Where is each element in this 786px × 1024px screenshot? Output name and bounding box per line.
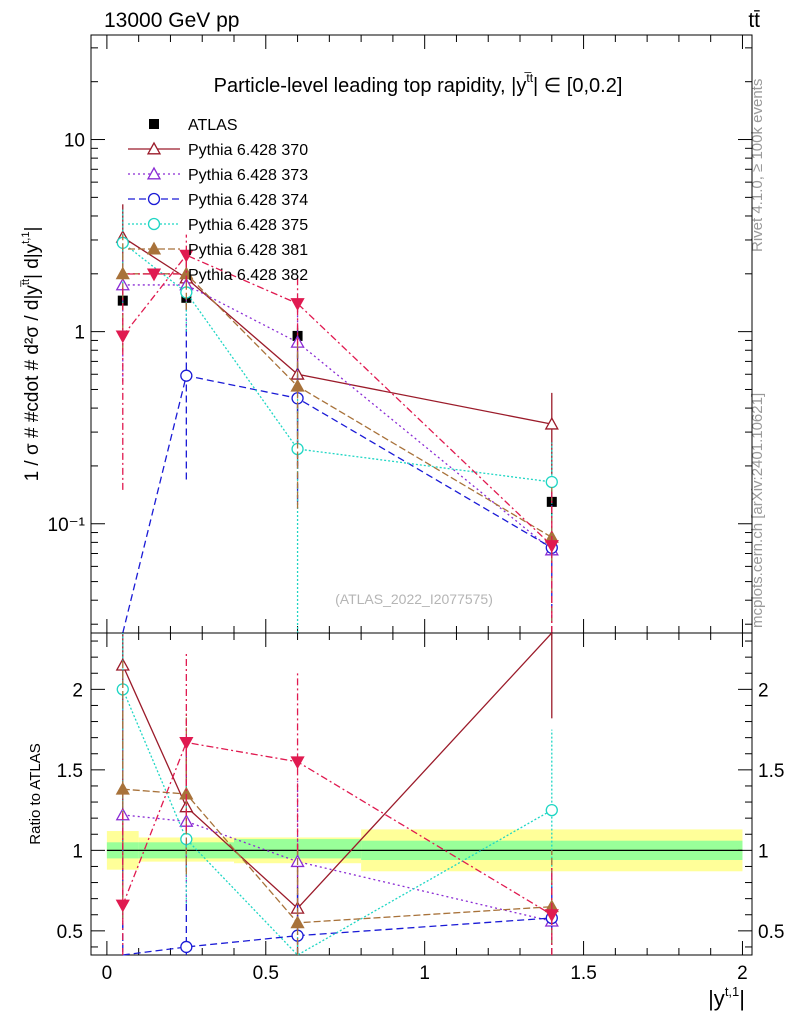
- legend-marker-p375: [147, 217, 161, 231]
- ratio-line-p375: [122, 689, 553, 956]
- legend-marker-ATLAS: [149, 119, 159, 129]
- ratio-y-tick-label-right: 1.5: [758, 761, 784, 782]
- legend-marker-p382: [146, 268, 162, 282]
- ratio-frame: [90, 632, 753, 956]
- legend-label-p382: Pythia 6.428 382: [188, 267, 308, 284]
- x-axis-label: |yt,1|: [708, 984, 745, 1011]
- series-ATLAS: [117, 289, 557, 516]
- main-panel: 10 1 10⁻¹ Particle-level leading top rapid…: [20, 34, 753, 634]
- main-y-axis-label: 1 / σ # #cdot # d²σ / d|yt̅t| d|yt,1|: [20, 227, 43, 482]
- series-line-p370: [122, 236, 552, 425]
- ratio-point-p382: [290, 756, 305, 770]
- ratio-series-p375: [116, 633, 558, 956]
- ratio-point-p382: [544, 909, 559, 923]
- ratio-y-tick-label: 1.5: [57, 761, 83, 782]
- legend: ATLAS Pythia 6.428 370 Pythia 6.428 373 Pyt…: [128, 117, 308, 284]
- ratio-uncertainty-band: [106, 829, 743, 872]
- x-tick-label: 1.5: [570, 963, 596, 984]
- series-p370: [115, 204, 559, 475]
- series-line-p374: [122, 374, 553, 634]
- legend-label-p381: Pythia 6.428 381: [188, 242, 308, 259]
- ratio-y-tick-label: 0.5: [57, 922, 83, 943]
- legend-marker-p373: [146, 166, 162, 180]
- x-tick-label: 1: [419, 963, 430, 984]
- data-point-p375: [545, 475, 558, 489]
- series-line-p373: [122, 284, 553, 551]
- data-point-p381: [290, 378, 305, 392]
- ratio-point-p381: [290, 915, 305, 929]
- y-tick-label: 10⁻¹: [48, 515, 86, 536]
- main-data-marks: [115, 204, 559, 634]
- data-point-p382: [290, 298, 305, 311]
- ratio-axis-ticks: 2 2 1.5 1.5 1 1 0.5 0.5 0 0.5 1 1.5 2: [57, 633, 784, 984]
- legend-label-p373: Pythia 6.428 373: [188, 167, 308, 184]
- main-title: Particle-level leading top rapidity, |yt…: [214, 71, 623, 97]
- ratio-y-tick-label-right: 2: [758, 680, 769, 701]
- legend-label-p375: Pythia 6.428 375: [188, 217, 308, 234]
- ratio-series-p370: [115, 632, 553, 955]
- ratio-panel: 2 2 1.5 1.5 1 1 0.5 0.5 0 0.5 1 1.5 2 Ratio to ATLAS…: [27, 632, 784, 1011]
- ratio-point-p374: [180, 940, 193, 954]
- ratio-y-tick-label-right: 0.5: [758, 922, 784, 943]
- series-line-p382: [122, 254, 553, 547]
- y-tick-label: 10: [64, 131, 85, 152]
- ratio-line-p381: [122, 788, 552, 924]
- process-label: tt̄: [748, 9, 760, 32]
- series-p375: [116, 208, 558, 633]
- energy-label: 13000 GeV pp: [104, 9, 239, 32]
- analysis-label: (ATLAS_2022_I2077575): [335, 591, 493, 607]
- data-point-p370: [544, 416, 559, 430]
- ratio-point-p381: [115, 781, 130, 795]
- ratio-point-p382: [179, 737, 194, 750]
- ratio-y-tick-label: 1: [72, 841, 83, 862]
- legend-label-p374: Pythia 6.428 374: [188, 192, 308, 209]
- main-axis-ticks: 10 1 10⁻¹: [48, 35, 752, 633]
- x-tick-label: 0: [102, 963, 113, 984]
- series-line-p375: [122, 242, 552, 483]
- ratio-line-p373: [122, 814, 552, 922]
- data-point-p374: [180, 369, 193, 382]
- legend-label-p370: Pythia 6.428 370: [188, 142, 308, 159]
- ratio-series-p382: [115, 653, 559, 955]
- ratio-data-marks: [115, 632, 559, 956]
- series-line-p381: [122, 273, 553, 538]
- legend-label-ATLAS: ATLAS: [188, 117, 238, 134]
- legend-marker-p381: [146, 241, 162, 255]
- data-point-p382: [179, 249, 194, 263]
- ratio-y-tick-label-right: 1: [758, 841, 769, 862]
- ratio-point-p382: [115, 899, 130, 913]
- rivet-label: Rivet 4.1.0, ≥ 100k events: [749, 79, 766, 252]
- x-tick-label: 0.5: [253, 963, 279, 984]
- series-p374: [122, 330, 558, 634]
- ratio-point-p375: [545, 803, 558, 817]
- legend-marker-p374: [147, 192, 161, 206]
- legend-marker-p370: [146, 141, 162, 155]
- data-point-p381: [115, 266, 130, 280]
- ratio-line-p370: [122, 632, 553, 910]
- source-label: mcplots.cern.ch [arXiv:2401.10621]: [749, 393, 766, 628]
- data-point-p382: [544, 540, 559, 553]
- x-tick-label: 2: [737, 963, 748, 984]
- y-tick-label: 1: [74, 323, 85, 344]
- data-point-p382: [115, 330, 130, 344]
- ratio-y-tick-label: 2: [72, 680, 83, 701]
- ratio-line-p382: [122, 741, 553, 916]
- ratio-y-axis-label: Ratio to ATLAS: [27, 743, 44, 844]
- ratio-line-p374: [122, 917, 552, 956]
- series-p382: [115, 234, 559, 633]
